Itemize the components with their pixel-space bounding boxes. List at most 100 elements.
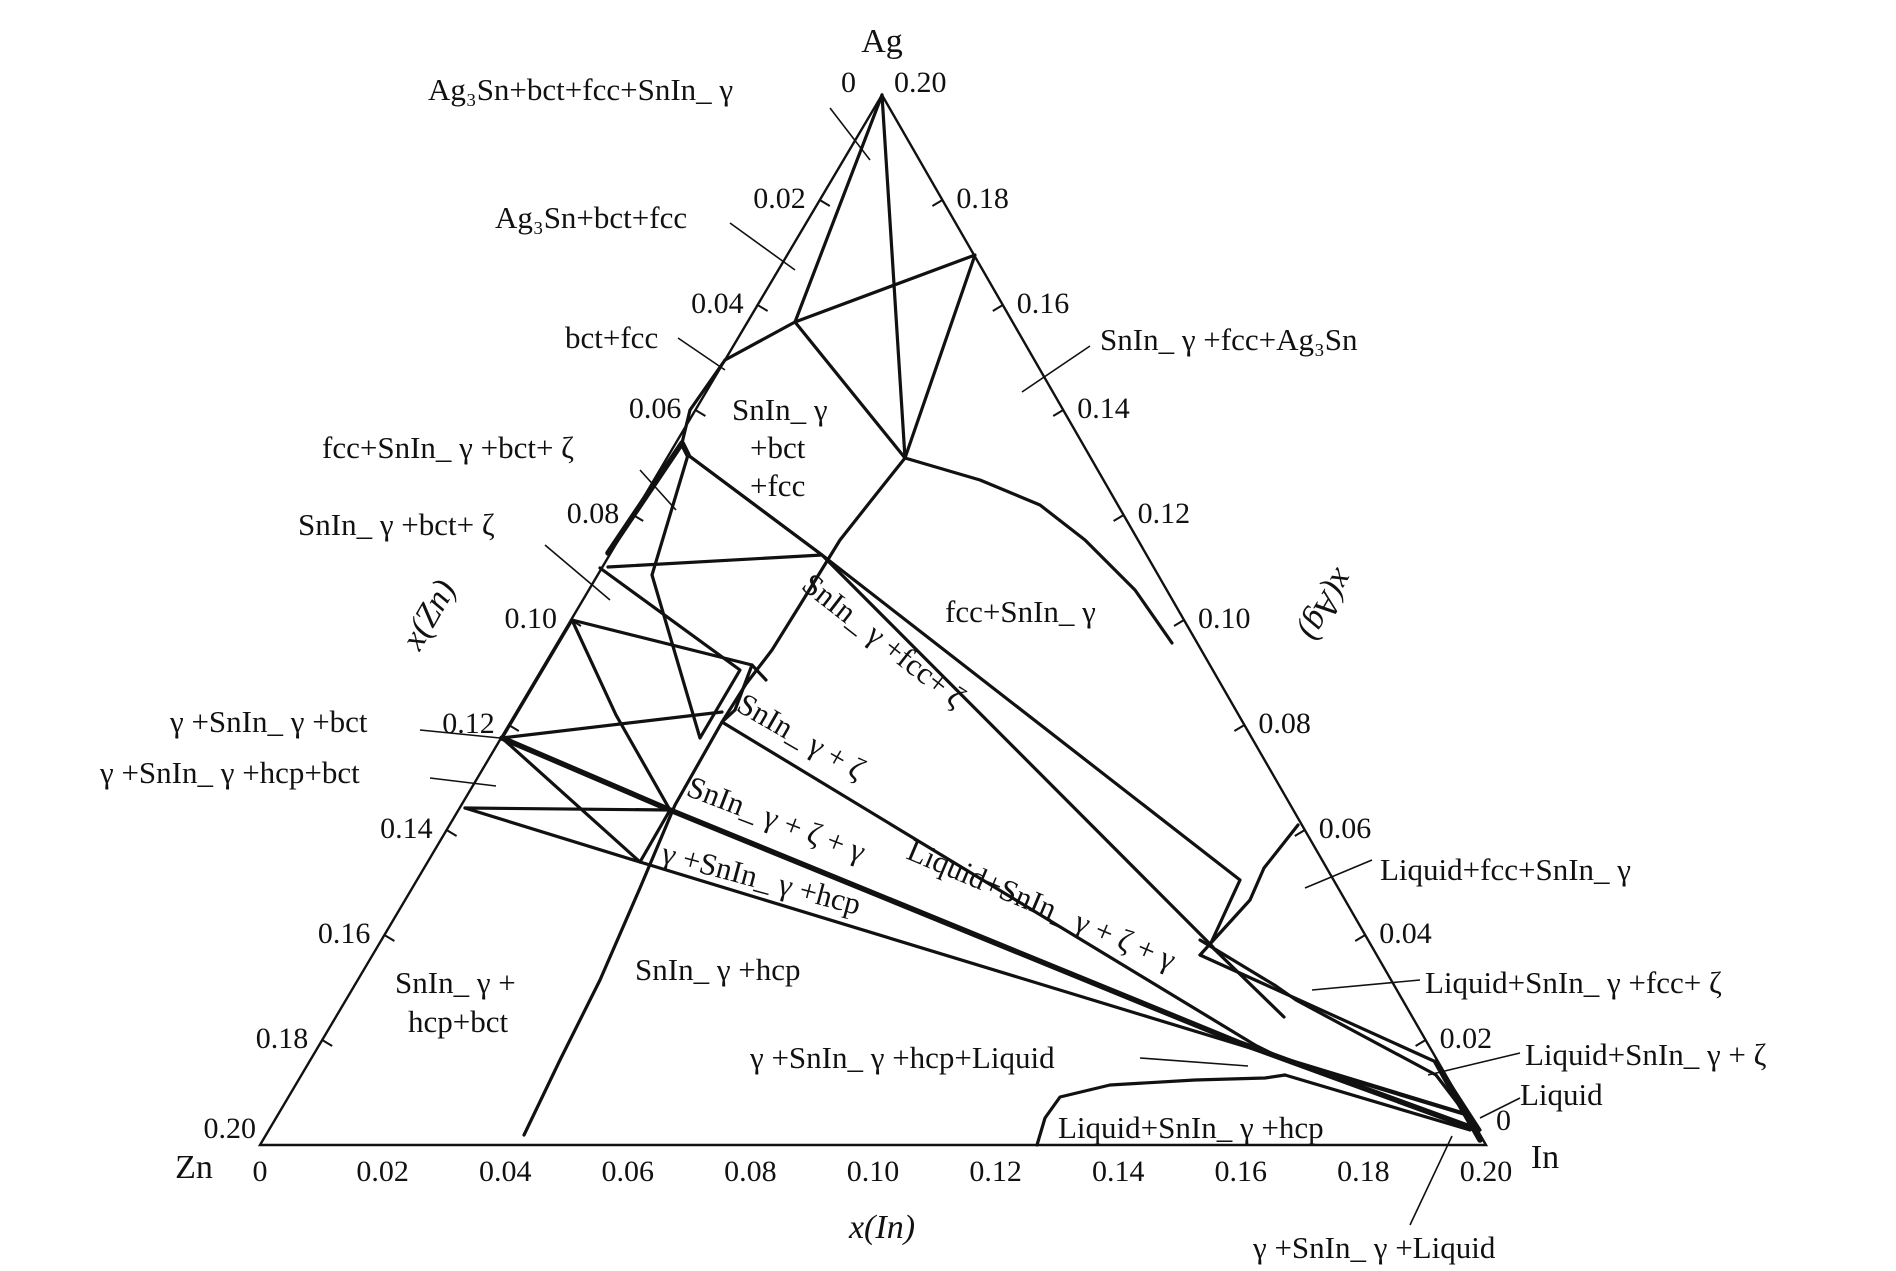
region-label: hcp+bct (408, 1004, 509, 1039)
leader-r03 (677, 337, 726, 371)
leader-r21 (1479, 1097, 1521, 1119)
axis-tick-label: 0.02 (1440, 1022, 1493, 1055)
region-label: fcc+SnIn_ γ (945, 594, 1096, 629)
axis-tick-mark (1173, 619, 1185, 627)
axis-tick-label: 0.12 (969, 1155, 1022, 1188)
region-label: Liquid+fcc+SnIn_ γ (1380, 852, 1631, 887)
axis-tick-mark (992, 304, 1004, 312)
region-label: +bct (750, 430, 806, 465)
boundary-snin-zeta (720, 663, 1257, 1047)
boundary-liquid-edge (1433, 1059, 1483, 1143)
region-label: γ +SnIn_ γ +hcp+Liquid (749, 1040, 1055, 1075)
axis-tick-label: 0.14 (1092, 1155, 1145, 1188)
boundary-hcp-lower (463, 806, 1472, 1117)
axis-tick-mark (694, 409, 706, 417)
axis-tick-label: 0.04 (1379, 917, 1432, 950)
axis-tick-mark (1113, 514, 1125, 522)
boundary-left-tie-3 (463, 806, 672, 812)
axis-label-bottom: x(In) (848, 1209, 915, 1246)
region-label: bct+fcc (565, 320, 658, 355)
region-label: SnIn_ γ +fcc+ ζ (796, 566, 973, 715)
region-label: Ag₃Sn+bct+fcc+SnIn_ γ (428, 72, 733, 107)
boundary-zeta-upper (605, 440, 691, 556)
axis-tick-label: 0.12 (1138, 497, 1191, 530)
axis-tick-mark (1052, 409, 1064, 417)
region-label: γ +SnIn_ γ +bct (169, 704, 368, 739)
boundary-cross-diagonal (793, 320, 907, 460)
boundary-liquid-hcp-curve (1035, 1073, 1287, 1147)
leader-r01 (829, 107, 871, 161)
boundary-gamma-thick (499, 735, 1481, 1133)
axis-tick-mark (931, 199, 943, 207)
axis-tick-label: 0.20 (1460, 1155, 1513, 1188)
phase-boundaries (463, 93, 1483, 1147)
region-label: SnIn_ γ +hcp (635, 952, 801, 987)
region-label: SnIn_ γ (732, 392, 828, 427)
axis-tick-label: 0.02 (356, 1155, 409, 1188)
region-label: Liquid+SnIn_ γ + ζ (1525, 1037, 1767, 1072)
axis-tick-label: 0 (253, 1155, 268, 1188)
axis-tick-mark (819, 199, 831, 207)
leader-r22 (1139, 1057, 1249, 1067)
axis-tick-label: 0.10 (1198, 602, 1251, 635)
axis-tick-mark (1233, 724, 1245, 732)
axis-tick-label: 0.10 (505, 602, 558, 635)
axis-ticks: 0 0.02 0.04 0.06 0.08 0.10 0.12 0.14 0.16 0.18 0.2… (204, 66, 1513, 1188)
axis-tick-label: 0.16 (1017, 287, 1070, 320)
axis-tick-label: 0.02 (753, 182, 806, 215)
axis-tick-mark (321, 1039, 333, 1047)
axis-tick-mark (1294, 829, 1306, 837)
region-label: γ +SnIn_ γ +hcp+bct (99, 755, 360, 790)
leader-r19 (1311, 979, 1421, 991)
leader-r07 (1021, 345, 1091, 393)
boundary-zeta-upper-tie (686, 453, 1215, 949)
boundary-left-diag-1 (570, 618, 672, 812)
axis-tick-label: 0.20 (894, 66, 947, 99)
leader-lines (419, 107, 1521, 1226)
region-label: SnIn_ γ +fcc+Ag₃Sn (1100, 322, 1358, 357)
boundary-liquid-lower-tie (1283, 1073, 1472, 1132)
axis-tick-label: 0.14 (1077, 392, 1130, 425)
leader-r12 (429, 777, 497, 787)
axis-tick-label: 0.04 (691, 287, 744, 320)
axis-tick-label: 0.04 (479, 1155, 532, 1188)
vertex-label-zn: Zn (175, 1149, 213, 1186)
region-label: Liquid+SnIn_ γ +fcc+ ζ (1425, 965, 1722, 1000)
axis-tick-label: 0.06 (1319, 812, 1372, 845)
axis-tick-mark (446, 829, 458, 837)
boundary-left-diag-2 (500, 618, 574, 740)
axis-tick-label: 0.08 (567, 497, 620, 530)
leader-r18 (1304, 859, 1373, 889)
axis-tick-label: 0.20 (204, 1112, 257, 1145)
region-label: SnIn_ γ + (395, 965, 516, 1000)
leader-r24 (1409, 1135, 1453, 1226)
leader-r11 (419, 729, 501, 739)
axis-tick-mark (1415, 1039, 1427, 1047)
axis-tick-label: 0.10 (847, 1155, 900, 1188)
region-label: γ +SnIn_ γ +Liquid (1252, 1230, 1496, 1265)
region-label: SnIn_ γ +bct+ ζ (298, 507, 495, 542)
region-label: fcc+SnIn_ γ +bct+ ζ (322, 430, 574, 465)
region-label: Ag₃Sn+bct+fcc (495, 200, 687, 235)
region-labels: Ag₃Sn+bct+fcc+SnIn_ γ Ag₃Sn+bct+fcc bct+… (99, 72, 1767, 1265)
axis-tick-label: 0.06 (629, 392, 682, 425)
boundary-ag-to-center (880, 93, 907, 460)
leader-r02 (729, 222, 796, 271)
axis-tick-label: 0.18 (956, 182, 1009, 215)
axis-label-left: x(Zn) (394, 574, 463, 657)
axis-tick-label: 0.16 (1215, 1155, 1268, 1188)
vertex-label-in: In (1531, 1139, 1559, 1176)
axis-tick-label: 0 (1496, 1104, 1511, 1137)
region-label: +fcc (750, 468, 805, 503)
axis-tick-label: 0.18 (1337, 1155, 1390, 1188)
axis-tick-label: 0.08 (1258, 707, 1311, 740)
boundary-cross-upper (793, 253, 977, 460)
axis-tick-label: 0.06 (602, 1155, 655, 1188)
axis-tick-label: 0.14 (380, 812, 433, 845)
axis-tick-mark (757, 304, 769, 312)
boundary-liquid-fcc-tie (1198, 823, 1300, 957)
axis-tick-label: 0 (841, 66, 856, 99)
leader-r05 (639, 469, 677, 511)
region-label: Liquid (1520, 1077, 1603, 1112)
